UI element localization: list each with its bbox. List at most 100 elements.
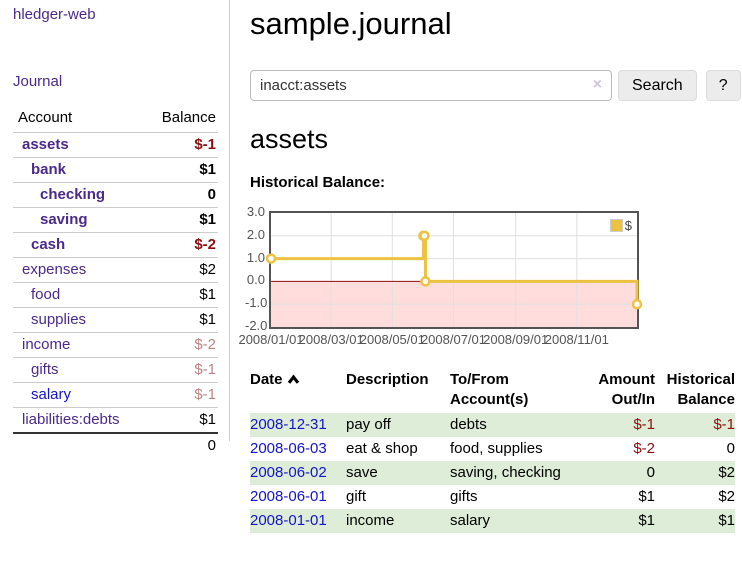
sidebar-item-journal[interactable]: Journal	[13, 73, 63, 90]
transaction-date-link[interactable]: 2008-06-03	[250, 440, 327, 457]
account-name-cell: expenses	[13, 258, 143, 283]
transaction-balance: $-1	[655, 413, 735, 437]
transaction-description: gift	[346, 488, 367, 505]
sidebar-divider	[229, 0, 230, 441]
account-link-income[interactable]: income	[22, 336, 71, 353]
account-row: salary $-1	[13, 382, 218, 408]
account-balance: $1	[199, 411, 216, 428]
account-name-cell: assets	[13, 133, 143, 158]
account-balance: $-1	[194, 386, 216, 403]
account-balance: $1	[199, 211, 216, 228]
date-header-label: Date	[250, 371, 283, 388]
account-name-cell: saving	[13, 208, 143, 233]
account-balance: $1	[199, 161, 216, 178]
chart-legend: $	[608, 217, 633, 234]
transaction-date-cell: 2008-12-31	[250, 413, 346, 437]
x-tick-label: 2008/03/01	[298, 332, 364, 347]
account-link-salary[interactable]: salary	[31, 386, 72, 403]
total-spacer	[13, 433, 143, 458]
account-balance: $-2	[194, 236, 216, 253]
amount-column-header: Amount Out/In	[598, 371, 655, 408]
account-link-assets[interactable]: assets	[22, 136, 69, 153]
transaction-balance: $2	[718, 488, 735, 505]
account-row: cash $-2	[13, 232, 218, 258]
transaction-balance: 0	[726, 440, 735, 457]
account-link-saving[interactable]: saving	[40, 211, 88, 228]
account-link-food[interactable]: food	[31, 286, 61, 303]
account-row: saving $1	[13, 207, 218, 233]
account-name-cell: food	[13, 283, 143, 308]
account-link-supplies[interactable]: supplies	[31, 311, 87, 328]
account-balance-table: Account Balance assets $-1 bank $1 checking 0…	[13, 106, 218, 458]
historical-balance-chart: $ 3.0 2.0 1.0 0.0 -1.0 -2.0 2008/01/01 2008/03…	[238, 204, 737, 350]
account-name-cell: bank	[13, 158, 143, 183]
chart-legend-label: $	[624, 218, 632, 233]
account-row: gifts $-1	[13, 357, 218, 383]
account-balance: $-1	[194, 361, 216, 378]
clear-search-icon[interactable]: ×	[592, 76, 602, 93]
register-table: Date Description To/From Account(s) Amou…	[250, 370, 735, 533]
account-row: supplies $1	[13, 307, 218, 333]
account-link-liabilities-debts[interactable]: liabilities:debts	[22, 411, 120, 428]
account-balance: $-2	[194, 336, 216, 353]
search-box: ×	[250, 70, 612, 101]
transaction-date-cell: 2008-06-01	[250, 485, 346, 509]
transaction-date-link[interactable]: 2008-06-02	[250, 464, 327, 481]
balance-column-header-main: Historical Balance	[666, 371, 735, 408]
transaction-amount: $-1	[576, 413, 655, 437]
transaction-date-link[interactable]: 2008-12-31	[250, 416, 327, 433]
transaction-accounts: salary	[450, 509, 576, 533]
x-tick-label: 2008/01/01	[238, 332, 304, 347]
account-row: expenses $2	[13, 257, 218, 283]
account-name-cell: gifts	[13, 358, 143, 383]
account-balance: 0	[207, 186, 216, 203]
transaction-date-link[interactable]: 2008-01-01	[250, 512, 327, 529]
transaction-accounts: debts	[450, 413, 576, 437]
x-tick-label: 2008/09/01	[483, 332, 549, 347]
account-heading: assets	[250, 124, 329, 154]
transaction-date-link[interactable]: 2008-06-01	[250, 488, 327, 505]
account-column-header: Account	[18, 109, 73, 126]
accounts-column-header: To/From Account(s)	[450, 371, 529, 408]
y-tick-label: -1.0	[245, 295, 268, 311]
account-link-checking[interactable]: checking	[40, 186, 106, 203]
account-balance: $1	[199, 286, 216, 303]
account-link-bank[interactable]: bank	[31, 161, 67, 178]
y-tick-label: 3.0	[246, 204, 265, 219]
transaction-description: pay off	[346, 413, 450, 437]
x-tick-label: 2008/05/01	[359, 332, 425, 347]
transaction-accounts: saving, checking	[450, 461, 576, 485]
account-balance: $1	[199, 311, 216, 328]
account-link-cash[interactable]: cash	[31, 236, 66, 253]
account-link-expenses[interactable]: expenses	[22, 261, 87, 278]
page-title: sample.journal	[250, 6, 452, 41]
transaction-accounts: food, supplies	[450, 440, 543, 457]
account-row: liabilities:debts $1	[13, 407, 218, 434]
chart-plot-area: $	[265, 211, 643, 329]
search-input[interactable]	[250, 70, 612, 101]
search-button[interactable]: Search	[618, 70, 697, 101]
y-tick-label: 1.0	[246, 249, 265, 265]
y-tick-label: 2.0	[246, 226, 265, 242]
transaction-amount: $-2	[633, 440, 655, 457]
transaction-description: eat & shop	[346, 440, 418, 457]
account-total-balance: 0	[207, 437, 216, 454]
chart-heading: Historical Balance:	[250, 174, 386, 191]
transaction-accounts: gifts	[450, 488, 478, 505]
account-link-gifts[interactable]: gifts	[31, 361, 59, 378]
transaction-row: 2008-06-02 save saving, checking 0 $2	[250, 461, 735, 485]
account-row: income $-2	[13, 332, 218, 358]
transaction-description: save	[346, 461, 450, 485]
help-button[interactable]: ?	[705, 70, 741, 101]
transaction-row: 2008-12-31 pay off debts $-1 $-1	[250, 413, 735, 437]
account-balance: $2	[199, 261, 216, 278]
brand-link[interactable]: hledger-web	[13, 6, 96, 23]
transaction-date-cell: 2008-06-02	[250, 461, 346, 485]
account-row: bank $1	[13, 157, 218, 183]
date-column-header: Date	[250, 370, 346, 413]
main-content: sample.journal × Search ? assets Histori…	[238, 0, 742, 533]
transaction-description: income	[346, 509, 450, 533]
y-tick-label: 0.0	[246, 272, 265, 288]
account-name-cell: supplies	[13, 308, 143, 333]
account-row: food $1	[13, 282, 218, 308]
